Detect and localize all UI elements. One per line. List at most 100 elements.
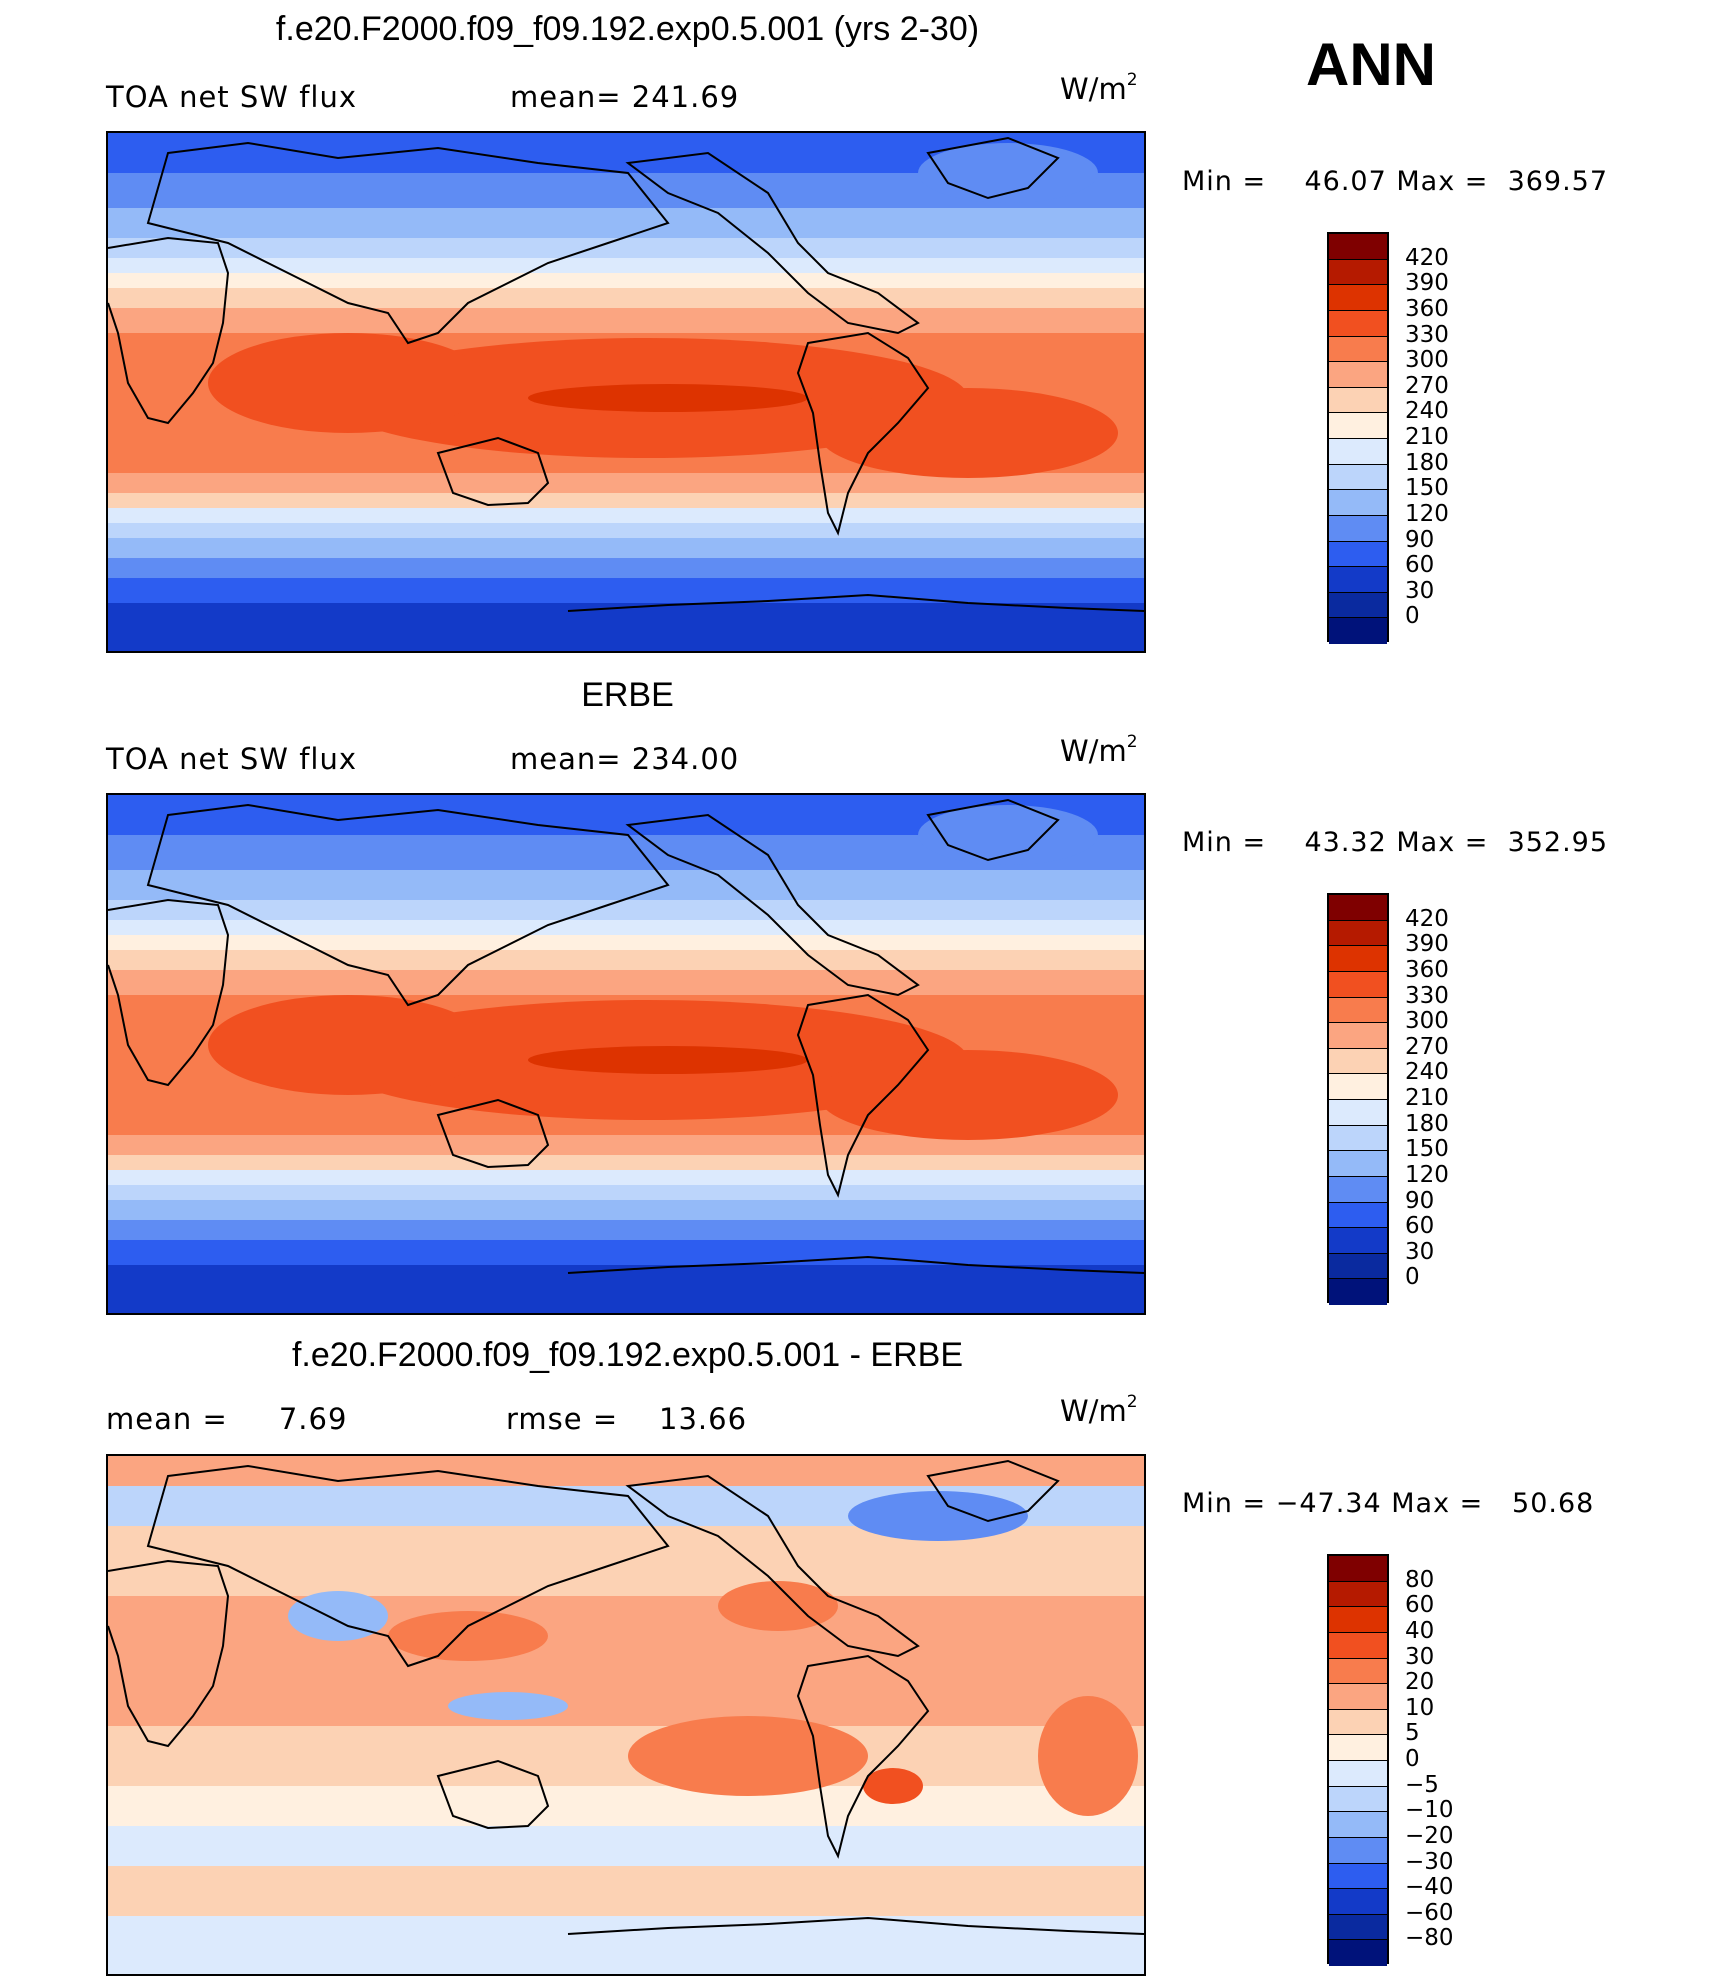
map-diff xyxy=(106,1454,1146,1976)
colorbar-ticks-diff: 80 60 40 30 20 10 5 0 −5 −10 −20 −30 −40 −60 −80 xyxy=(1405,1554,1485,1964)
colorbar-swatch xyxy=(1329,1735,1387,1761)
map-obs xyxy=(106,793,1146,1315)
colorbar-swatch xyxy=(1329,1100,1387,1126)
colorbar-tick-label: −20 xyxy=(1405,1822,1454,1849)
colorbar-diff xyxy=(1327,1554,1389,1966)
field-band xyxy=(108,1726,1144,1786)
colorbar-tick-label: 30 xyxy=(1405,1238,1435,1265)
colorbar-tick-label: 30 xyxy=(1405,1643,1435,1670)
field-band xyxy=(108,308,1144,333)
colorbar-swatch xyxy=(1329,1607,1387,1633)
colorbar-tick-label: −5 xyxy=(1405,1771,1439,1798)
field-blob xyxy=(528,1046,808,1074)
field-band xyxy=(108,558,1144,578)
field-band xyxy=(108,970,1144,995)
colorbar-swatch xyxy=(1329,310,1387,337)
max-value: 50.68 xyxy=(1512,1488,1595,1519)
variable-label-obs: TOA net SW flux xyxy=(106,742,358,776)
min-label: Min = xyxy=(1182,827,1267,858)
colorbar-swatch xyxy=(1329,336,1387,363)
colorbar-tick-label: 150 xyxy=(1405,1136,1449,1163)
coastline xyxy=(926,136,1060,200)
mean-label-model: mean= 241.69 xyxy=(510,80,740,114)
colorbar-tick-label: −60 xyxy=(1405,1899,1454,1926)
field-band xyxy=(108,508,1144,523)
colorbar-swatch xyxy=(1329,1684,1387,1710)
colorbar-tick-label: 0 xyxy=(1405,603,1420,630)
field-band xyxy=(108,935,1144,950)
colorbar-tick-label: 240 xyxy=(1405,1059,1449,1086)
field-blob xyxy=(818,1050,1118,1140)
min-value: 46.07 xyxy=(1304,166,1387,197)
field-band xyxy=(108,238,1144,258)
field-band xyxy=(108,1135,1144,1155)
colorbar-swatch xyxy=(1329,895,1387,921)
colorbar-swatch xyxy=(1329,1202,1387,1229)
colorbar-swatch xyxy=(1329,259,1387,286)
colorbar-tick-label: 90 xyxy=(1405,1187,1435,1214)
colorbar-swatch xyxy=(1329,1863,1387,1890)
panel-title-model: f.e20.F2000.f09_f09.192.exp0.5.001 (yrs … xyxy=(275,10,980,48)
colorbar-tick-label: 150 xyxy=(1405,475,1449,502)
field-band xyxy=(108,1185,1144,1200)
colorbar-tick-label: 180 xyxy=(1405,1110,1449,1137)
coastline xyxy=(796,331,930,536)
colorbar-swatch xyxy=(1329,997,1387,1024)
max-value: 369.57 xyxy=(1507,166,1609,197)
field-bands xyxy=(108,795,1144,1313)
colorbar-tick-label: 420 xyxy=(1405,244,1449,271)
colorbar-tick-label: 360 xyxy=(1405,956,1449,983)
colorbar-tick-label: 390 xyxy=(1405,270,1449,297)
field-bands xyxy=(108,133,1144,651)
colorbar-swatch xyxy=(1329,439,1387,465)
coastline xyxy=(436,436,550,507)
coastline xyxy=(146,803,670,1007)
panel-title-diff: f.e20.F2000.f09_f09.192.exp0.5.001 - ERB… xyxy=(291,1336,964,1374)
colorbar-tick-label: 0 xyxy=(1405,1746,1420,1772)
minmax-model: Min = 46.07 Max = 369.57 xyxy=(1182,166,1608,197)
field-band xyxy=(108,920,1144,935)
colorbar-tick-label: 330 xyxy=(1405,982,1449,1009)
colorbar-swatch xyxy=(1329,1914,1387,1941)
colorbar-swatch xyxy=(1329,1581,1387,1608)
colorbar-swatch xyxy=(1329,1761,1387,1787)
field-band xyxy=(108,473,1144,493)
coastline xyxy=(926,1459,1060,1523)
field-bands xyxy=(108,1456,1144,1974)
colorbar-tick-label: 270 xyxy=(1405,372,1449,399)
colorbar-tick-label: −80 xyxy=(1405,1925,1454,1952)
field-blob xyxy=(528,384,808,412)
minmax-diff: Min = −47.34 Max = 50.68 xyxy=(1182,1488,1594,1519)
colorbar-swatch xyxy=(1329,413,1387,439)
field-blob xyxy=(863,1768,923,1804)
field-band xyxy=(108,1200,1144,1220)
min-label: Min = xyxy=(1182,166,1267,197)
field-band xyxy=(108,493,1144,508)
coastline xyxy=(796,993,930,1198)
colorbar-tick-label: 60 xyxy=(1405,1592,1435,1619)
coastline xyxy=(108,236,230,425)
colorbar-model xyxy=(1327,232,1389,644)
map-obs-svg xyxy=(108,795,1144,1313)
min-value: 43.32 xyxy=(1304,827,1387,858)
field-blob xyxy=(1038,1696,1138,1816)
field-band xyxy=(108,1220,1144,1240)
field-band xyxy=(108,1265,1144,1313)
colorbar-tick-label: 210 xyxy=(1405,1085,1449,1111)
field-blob xyxy=(208,995,488,1095)
colorbar-swatch xyxy=(1329,1658,1387,1685)
colorbar-swatch xyxy=(1329,1048,1387,1075)
map-model xyxy=(106,131,1146,653)
field-blob xyxy=(818,388,1118,478)
field-band xyxy=(108,273,1144,288)
max-value: 352.95 xyxy=(1507,827,1609,858)
colorbar-tick-label: 390 xyxy=(1405,931,1449,958)
coastline xyxy=(146,1464,670,1668)
field-band xyxy=(108,1786,1144,1826)
min-value: −47.34 xyxy=(1275,1488,1382,1519)
min-label: Min = xyxy=(1182,1488,1267,1519)
colorbar-swatch xyxy=(1329,515,1387,542)
coastline xyxy=(108,1559,230,1748)
coastline xyxy=(625,151,920,335)
field-band xyxy=(108,603,1144,651)
